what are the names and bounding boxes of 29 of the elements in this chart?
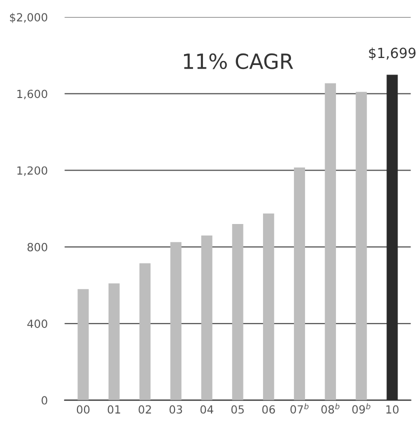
- x-tick-label: 00: [76, 405, 90, 414]
- bar: [324, 83, 336, 400]
- bar: [232, 224, 244, 400]
- x-tick-label: 03: [170, 405, 182, 414]
- bar: [294, 167, 306, 400]
- bar: [139, 263, 151, 400]
- bar: [263, 213, 274, 400]
- bar: [78, 289, 89, 400]
- text: 11% CAGR: [184, 53, 294, 70]
- y-tick-label: 400: [27, 320, 48, 328]
- y-tick-label: $2,000: [10, 12, 48, 23]
- x-tick-label: 06: [262, 405, 275, 414]
- bar: [356, 92, 367, 400]
- bar: [108, 283, 120, 400]
- x-tick-label: 02: [138, 405, 151, 414]
- data-label: $1,699: [369, 47, 416, 60]
- y-tick-label: 1,600: [17, 90, 48, 100]
- y-tick-label: 800: [28, 242, 48, 252]
- bar: [170, 242, 182, 400]
- x-tick-label: 08$^{b}$: [321, 403, 340, 414]
- x-tick-label: 04: [200, 405, 214, 414]
- bar: [201, 235, 212, 400]
- y-tick-label: 0: [42, 396, 48, 405]
- x-tick-label: 09$^{b}$: [352, 403, 370, 414]
- y-tick-label: 1,200: [17, 166, 48, 176]
- x-tick-label: 01: [108, 405, 120, 414]
- x-tick-label: 10: [386, 405, 399, 414]
- x-tick-label: 07$^{b}$: [290, 403, 309, 414]
- x-tick-label: 05: [231, 405, 244, 414]
